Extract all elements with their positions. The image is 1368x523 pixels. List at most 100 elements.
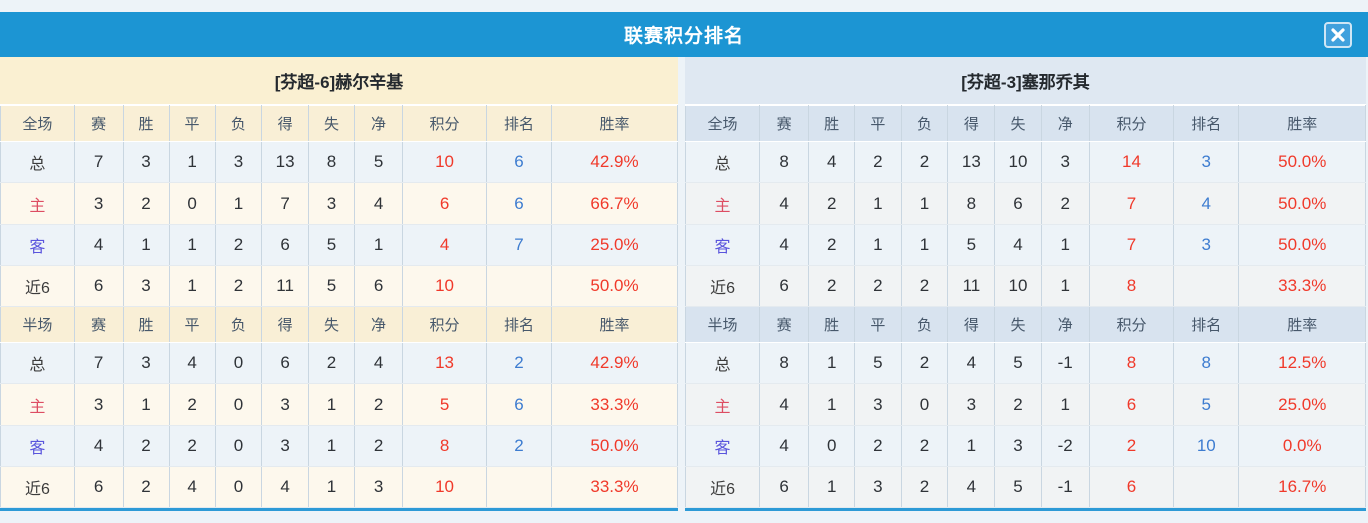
row-label: 主 <box>0 383 75 426</box>
column-header: 胜率 <box>551 305 678 344</box>
points-cell: 6 <box>402 182 488 225</box>
stat-cell: 3 <box>994 424 1042 467</box>
winrate-cell: 50.0% <box>1238 141 1366 184</box>
points-cell: 7 <box>1088 182 1175 225</box>
winrate-cell: 50.0% <box>1238 182 1366 225</box>
rank-cell <box>1173 465 1240 509</box>
column-header: 排名 <box>486 305 552 344</box>
stats-row: 主 3 1 2 0 3 1 2 5 6 33.3% <box>0 383 678 426</box>
row-label: 总 <box>684 141 761 184</box>
rank-cell: 10 <box>1173 424 1240 467</box>
stats-header-row: 半场赛胜平负得失净积分 排名 胜率 <box>684 305 1366 344</box>
stat-cell: 3 <box>122 264 170 307</box>
stat-cell: 1 <box>307 424 356 467</box>
stat-cell: 3 <box>122 342 170 385</box>
points-cell: 10 <box>402 465 488 509</box>
row-label: 客 <box>684 424 761 467</box>
stat-cell: 8 <box>947 182 996 225</box>
row-label: 客 <box>0 223 75 266</box>
dialog-title: 联赛积分排名 <box>623 26 744 47</box>
stats-row: 近6 6 1 3 2 4 5 -1 6 16.7% <box>684 465 1366 509</box>
stat-cell: 1 <box>168 264 216 307</box>
stat-cell: 11 <box>947 264 996 307</box>
column-header: 赛 <box>759 305 810 344</box>
stat-cell: 4 <box>947 342 996 385</box>
winrate-cell: 42.9% <box>551 141 678 184</box>
column-header: 净 <box>354 305 404 344</box>
stats-row: 近6 6 2 4 0 4 1 3 10 33.3% <box>0 465 678 509</box>
points-cell: 7 <box>1088 223 1175 266</box>
stats-row: 总 8 1 5 2 4 5 -1 8 8 12.5% <box>684 342 1366 385</box>
stat-cell: 0 <box>168 182 216 225</box>
stat-cell: 1 <box>354 223 404 266</box>
stat-cell: 1 <box>168 141 216 184</box>
stat-cell: 2 <box>854 141 902 184</box>
column-header: 得 <box>947 104 996 143</box>
row-label: 主 <box>684 182 761 225</box>
stat-cell: 4 <box>808 141 856 184</box>
stat-cell: 4 <box>354 342 404 385</box>
stats-row: 客 4 0 2 2 1 3 -2 2 10 0.0% <box>684 424 1366 467</box>
column-header: 负 <box>214 305 263 344</box>
dialog-content: [芬超-6]赫尔辛基 全场赛胜平负得失净积分 排名 胜率总 7 3 1 3 13 8 5 10 6 42… <box>0 57 1368 511</box>
stat-cell: 2 <box>808 182 856 225</box>
stat-cell: 2 <box>808 223 856 266</box>
stat-cell: 2 <box>900 465 949 509</box>
stat-cell: 2 <box>122 182 170 225</box>
stat-cell: 5 <box>307 223 356 266</box>
stat-cell: 4 <box>73 424 124 467</box>
stat-cell: 2 <box>994 383 1042 426</box>
stat-cell: 0 <box>214 465 263 509</box>
stat-cell: 3 <box>307 182 356 225</box>
stat-cell: 4 <box>354 182 404 225</box>
stat-cell: 2 <box>307 342 356 385</box>
rank-cell: 3 <box>1173 223 1240 266</box>
stat-cell: 4 <box>994 223 1042 266</box>
points-cell: 14 <box>1088 141 1175 184</box>
row-label: 主 <box>0 182 75 225</box>
stat-cell: 1 <box>214 182 263 225</box>
rank-cell <box>486 465 552 509</box>
points-cell: 2 <box>1088 424 1175 467</box>
stat-cell: 4 <box>759 383 810 426</box>
points-cell: 10 <box>402 264 488 307</box>
stats-row: 总 7 3 4 0 6 2 4 13 2 42.9% <box>0 342 678 385</box>
winrate-cell: 66.7% <box>551 182 678 225</box>
column-header: 赛 <box>759 104 810 143</box>
winrate-cell: 25.0% <box>551 223 678 266</box>
stat-cell: 0 <box>214 383 263 426</box>
column-header: 胜 <box>808 305 856 344</box>
stat-cell: 1 <box>168 223 216 266</box>
column-header: 胜率 <box>551 104 678 143</box>
stat-cell: 4 <box>947 465 996 509</box>
rank-cell: 2 <box>486 342 552 385</box>
stat-cell: 7 <box>73 342 124 385</box>
stat-cell: 3 <box>73 182 124 225</box>
stat-cell: 2 <box>214 223 263 266</box>
column-header: 得 <box>947 305 996 344</box>
stats-row: 主 4 1 3 0 3 2 1 6 5 25.0% <box>684 383 1366 426</box>
column-header: 失 <box>994 305 1042 344</box>
stat-cell: 1 <box>122 383 170 426</box>
stat-cell: 2 <box>900 264 949 307</box>
stat-cell: 6 <box>759 465 810 509</box>
row-label: 总 <box>0 141 75 184</box>
column-header: 胜 <box>122 104 170 143</box>
points-cell: 10 <box>402 141 488 184</box>
stat-cell: 2 <box>354 383 404 426</box>
stats-row: 总 7 3 1 3 13 8 5 10 6 42.9% <box>0 141 678 184</box>
stat-cell: 0 <box>214 424 263 467</box>
stat-cell: 4 <box>73 223 124 266</box>
stat-cell: 1 <box>307 465 356 509</box>
stat-cell: -1 <box>1040 342 1090 385</box>
close-button[interactable] <box>1324 21 1352 48</box>
stat-cell: 7 <box>261 182 309 225</box>
column-header: 净 <box>354 104 404 143</box>
column-header: 排名 <box>486 104 552 143</box>
column-header: 排名 <box>1173 305 1240 344</box>
winrate-cell: 50.0% <box>551 424 678 467</box>
stat-cell: 2 <box>122 424 170 467</box>
stat-cell: 3 <box>1040 141 1090 184</box>
rank-cell: 8 <box>1173 342 1240 385</box>
column-header: 失 <box>307 305 356 344</box>
